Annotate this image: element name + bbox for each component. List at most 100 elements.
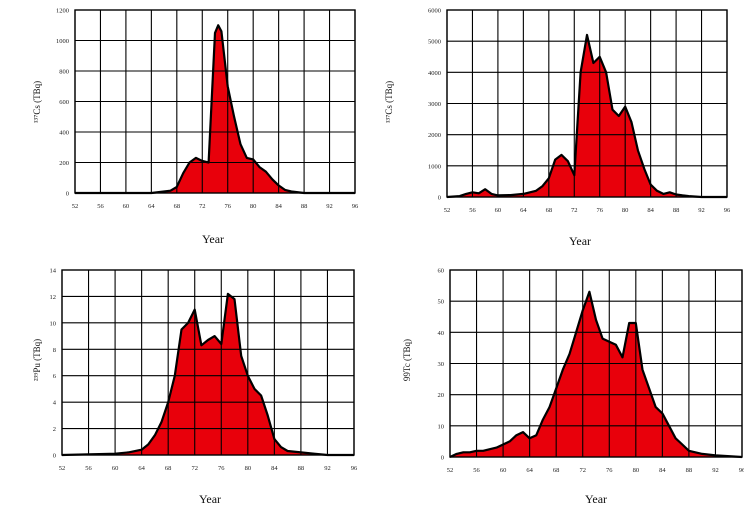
- x-tick-label: 64: [520, 207, 527, 214]
- x-tick-label: 92: [698, 207, 705, 214]
- x-tick-label: 52: [72, 203, 79, 210]
- y-tick-label: 2: [53, 426, 56, 433]
- area-fill: [75, 25, 355, 193]
- y-tick-label: 8: [53, 347, 56, 354]
- series-line: [446, 33, 727, 199]
- x-tick-label: 56: [85, 465, 92, 472]
- y-tick-label: 0: [438, 195, 441, 202]
- y-tick-label: 60: [438, 268, 445, 275]
- y-tick-label: 0: [53, 453, 56, 460]
- x-tick-label: 68: [553, 467, 560, 474]
- x-tick-label: 72: [191, 465, 198, 472]
- x-tick-label: 92: [326, 203, 333, 210]
- x-tick-label: 84: [647, 207, 654, 214]
- x-tick-label: 60: [495, 207, 502, 214]
- y-tick-label: 600: [59, 99, 69, 106]
- y-tick-label: 4000: [428, 70, 441, 77]
- y-tick-label: 14: [50, 268, 57, 275]
- chart-panel-top-left: 52 56 60 64 68 72 76 80 84 88 92 96 0 200 400 600 800 100…: [32, 8, 359, 247]
- x-axis-title: Year: [569, 234, 591, 248]
- y-tick-label: 5000: [428, 39, 441, 46]
- x-tick-label: 64: [526, 467, 533, 474]
- y-tick-label: 50: [438, 299, 445, 306]
- y-tick-label: 0: [66, 191, 69, 198]
- area-fill: [447, 34, 727, 198]
- y-tick-label: 3000: [428, 101, 441, 108]
- y-tick-label: 12: [50, 294, 57, 301]
- x-tick-label: 68: [546, 207, 553, 214]
- series-line: [75, 24, 355, 195]
- x-tick-label: 80: [622, 207, 629, 214]
- y-axis-title: ²³⁹Pu (TBq): [32, 339, 42, 381]
- y-tick-label: 10: [50, 320, 57, 327]
- y-tick-label: 40: [438, 330, 445, 337]
- x-tick-label: 96: [351, 465, 358, 472]
- x-tick-label: 84: [271, 465, 278, 472]
- x-tick-label: 76: [606, 467, 613, 474]
- x-tick-label: 76: [596, 207, 603, 214]
- x-tick-label: 64: [138, 465, 145, 472]
- plot-frame: [449, 269, 743, 458]
- x-tick-label: 84: [659, 467, 666, 474]
- x-tick-label: 52: [59, 465, 66, 472]
- x-tick-label: 88: [301, 203, 308, 210]
- y-tick-label: 800: [59, 69, 69, 76]
- y-tick-label: 200: [59, 160, 69, 167]
- y-tick-label: 30: [438, 361, 445, 368]
- y-tick-label: 4: [53, 400, 57, 407]
- x-tick-label: 84: [275, 203, 282, 210]
- x-tick-label: 76: [218, 465, 225, 472]
- x-tick-label: 80: [245, 465, 252, 472]
- x-tick-label: 88: [686, 467, 693, 474]
- chart-panel-bottom-left: 52 56 60 64 68 72 76 80 84 88 92 9602468101214Year²…: [32, 268, 358, 507]
- series-line: [61, 292, 354, 457]
- x-tick-label: 52: [444, 207, 451, 214]
- plot-frame: [61, 269, 355, 456]
- x-tick-label: 92: [712, 467, 719, 474]
- x-axis-title: Year: [199, 492, 221, 506]
- plot-frame: [446, 9, 728, 198]
- x-tick-label: 64: [148, 203, 155, 210]
- y-axis-title: ¹³⁷Cs (TBq): [384, 81, 394, 123]
- area-fill: [62, 293, 354, 455]
- y-tick-label: 10: [438, 423, 445, 430]
- x-tick-label: 72: [199, 203, 206, 210]
- x-tick-label: 52: [447, 467, 454, 474]
- chart-panel-top-right: 52 56 60 64 68 72 76 80 84 88 92 96 0 1000 2000 3000 400…: [384, 8, 731, 249]
- plot-frame: [74, 9, 356, 194]
- x-tick-label: 76: [224, 203, 231, 210]
- x-tick-label: 80: [250, 203, 257, 210]
- series-line: [449, 290, 743, 459]
- x-tick-label: 56: [97, 203, 104, 210]
- y-tick-label: 2000: [428, 132, 441, 139]
- y-tick-label: 6: [53, 373, 57, 380]
- y-tick-label: 0: [441, 455, 444, 462]
- x-tick-label: 72: [571, 207, 578, 214]
- y-tick-label: 1000: [428, 163, 441, 170]
- y-tick-label: 1000: [56, 38, 69, 45]
- y-tick-label: 1200: [56, 8, 69, 15]
- x-axis-title: Year: [585, 492, 607, 506]
- x-tick-label: 80: [633, 467, 640, 474]
- y-tick-label: 20: [438, 392, 445, 399]
- x-tick-label: 60: [123, 203, 130, 210]
- x-tick-label: 68: [165, 465, 172, 472]
- y-tick-label: 6000: [428, 8, 441, 15]
- y-axis-title: 99Tc (TBq): [402, 339, 412, 381]
- y-tick-label: 400: [59, 130, 69, 137]
- x-axis-title: Year: [202, 232, 224, 246]
- x-tick-label: 96: [352, 203, 359, 210]
- x-tick-label: 92: [324, 465, 331, 472]
- area-fill: [450, 291, 742, 457]
- x-tick-label: 88: [298, 465, 305, 472]
- x-tick-label: 56: [469, 207, 476, 214]
- chart-panel-bottom-right: 52 56 60 64 68 72 76 80 84 88 92 96 0 10 20 30 40 50 60 Yea…: [402, 268, 744, 507]
- x-tick-label: 88: [673, 207, 680, 214]
- x-tick-label: 96: [724, 207, 731, 214]
- x-tick-label: 96: [739, 467, 744, 474]
- x-tick-label: 68: [174, 203, 181, 210]
- x-tick-label: 56: [473, 467, 480, 474]
- x-tick-label: 60: [112, 465, 119, 472]
- x-tick-label: 72: [579, 467, 586, 474]
